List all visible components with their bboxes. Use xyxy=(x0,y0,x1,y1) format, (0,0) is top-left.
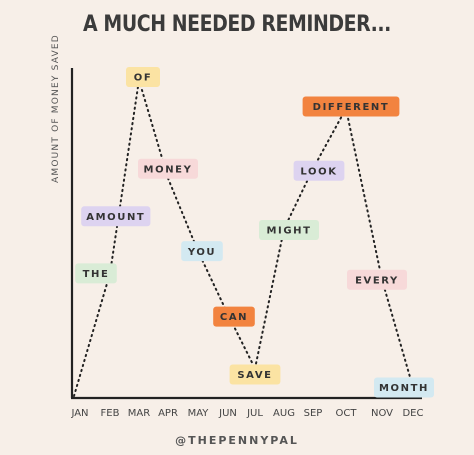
x-tick-dec: DEC xyxy=(402,408,423,419)
x-tick-jun: JUN xyxy=(218,408,237,419)
label-can-text: CAN xyxy=(220,312,248,323)
x-tick-jan: JAN xyxy=(70,408,88,419)
line-chart: AMOUNT OF MONEY SAVED JAN FEB MAR APR MAY JUN… xyxy=(51,34,434,419)
label-different-box xyxy=(302,96,400,117)
label-might-box xyxy=(259,219,319,240)
label-look: LOOK xyxy=(293,160,345,181)
x-tick-may: MAY xyxy=(188,408,210,419)
segment-feb xyxy=(109,79,140,275)
label-can-box xyxy=(213,306,255,327)
label-might-text: MIGHT xyxy=(266,226,311,237)
label-you: YOU xyxy=(181,241,223,262)
x-tick-sep: SEP xyxy=(304,408,323,419)
label-month: MONTH xyxy=(374,377,434,398)
label-money-text: MONEY xyxy=(144,164,193,175)
segment-sep xyxy=(312,107,347,170)
series-line xyxy=(73,79,414,397)
label-money-box xyxy=(138,158,198,179)
label-month-text: MONTH xyxy=(379,383,429,394)
label-the: THE xyxy=(75,263,117,284)
label-might: MIGHT xyxy=(259,219,319,240)
label-every-text: EVERY xyxy=(355,275,399,286)
x-tick-labels: JAN FEB MAR APR MAY JUN JUL AUG SEP OCT NOV DEC xyxy=(70,408,423,419)
x-tick-nov: NOV xyxy=(371,408,393,419)
label-save-text: SAVE xyxy=(237,370,272,381)
word-labels: THE OF YOU CAN SAVE MIGHT LOOK DIFFERENT EVERY MO… xyxy=(75,67,434,398)
segment-aug xyxy=(283,167,314,230)
label-look-box xyxy=(293,160,345,181)
label-of-text: OF xyxy=(134,73,153,84)
label-the-box xyxy=(75,263,117,284)
label-month-box xyxy=(374,377,434,398)
chart-title: A MUCH NEEDED REMINDER... xyxy=(83,12,391,37)
label-save: SAVE xyxy=(229,364,281,385)
label-can: CAN xyxy=(213,306,255,327)
x-tick-oct: OCT xyxy=(336,408,358,419)
label-different: DIFFERENT xyxy=(302,96,400,117)
label-every-box xyxy=(347,269,407,290)
label-amount-text: AMOUNT xyxy=(86,212,145,223)
segment-jul xyxy=(254,227,285,370)
label-you-text: YOU xyxy=(187,247,216,258)
segment-may xyxy=(197,250,229,316)
segment-apr xyxy=(167,177,199,253)
segment-oct xyxy=(345,107,383,281)
segment-nov xyxy=(381,278,414,389)
x-tick-jul: JUL xyxy=(246,408,263,419)
label-save-box xyxy=(229,364,281,385)
label-amount-box xyxy=(81,206,151,227)
x-tick-apr: APR xyxy=(158,408,178,419)
label-the-text: THE xyxy=(83,269,110,280)
label-of-box xyxy=(126,67,160,87)
y-axis-label: AMOUNT OF MONEY SAVED xyxy=(51,34,61,183)
label-money: MONEY xyxy=(138,158,198,179)
segment-jan xyxy=(73,272,111,397)
chart-axes xyxy=(70,68,422,400)
label-of: OF xyxy=(126,67,160,87)
label-amount: AMOUNT xyxy=(81,206,151,227)
label-you-box xyxy=(181,241,223,262)
label-look-text: LOOK xyxy=(300,166,337,177)
x-tick-mar: MAR xyxy=(128,408,150,419)
label-every: EVERY xyxy=(347,269,407,290)
footer-handle: @THEPENNYPAL xyxy=(175,434,299,447)
label-different-text: DIFFERENT xyxy=(313,102,390,113)
x-tick-feb: FEB xyxy=(101,408,120,419)
x-tick-aug: AUG xyxy=(273,408,295,419)
